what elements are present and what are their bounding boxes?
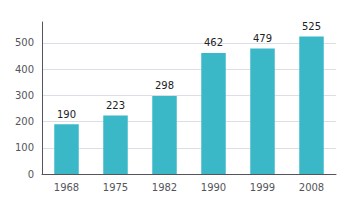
svg-text:462: 462 [204, 37, 223, 48]
svg-text:479: 479 [253, 33, 272, 44]
svg-text:400: 400 [15, 64, 34, 75]
svg-text:1999: 1999 [250, 182, 275, 193]
svg-text:300: 300 [15, 90, 34, 101]
svg-text:100: 100 [15, 142, 34, 153]
svg-text:525: 525 [302, 21, 321, 32]
svg-text:223: 223 [106, 100, 125, 111]
svg-text:0: 0 [28, 169, 34, 180]
svg-text:200: 200 [15, 116, 34, 127]
svg-text:1990: 1990 [201, 182, 226, 193]
svg-text:1982: 1982 [152, 182, 177, 193]
svg-text:298: 298 [155, 80, 174, 91]
svg-text:1968: 1968 [54, 182, 79, 193]
svg-text:190: 190 [57, 109, 76, 120]
svg-text:2008: 2008 [299, 182, 324, 193]
svg-text:1975: 1975 [103, 182, 128, 193]
svg-text:500: 500 [15, 37, 34, 48]
